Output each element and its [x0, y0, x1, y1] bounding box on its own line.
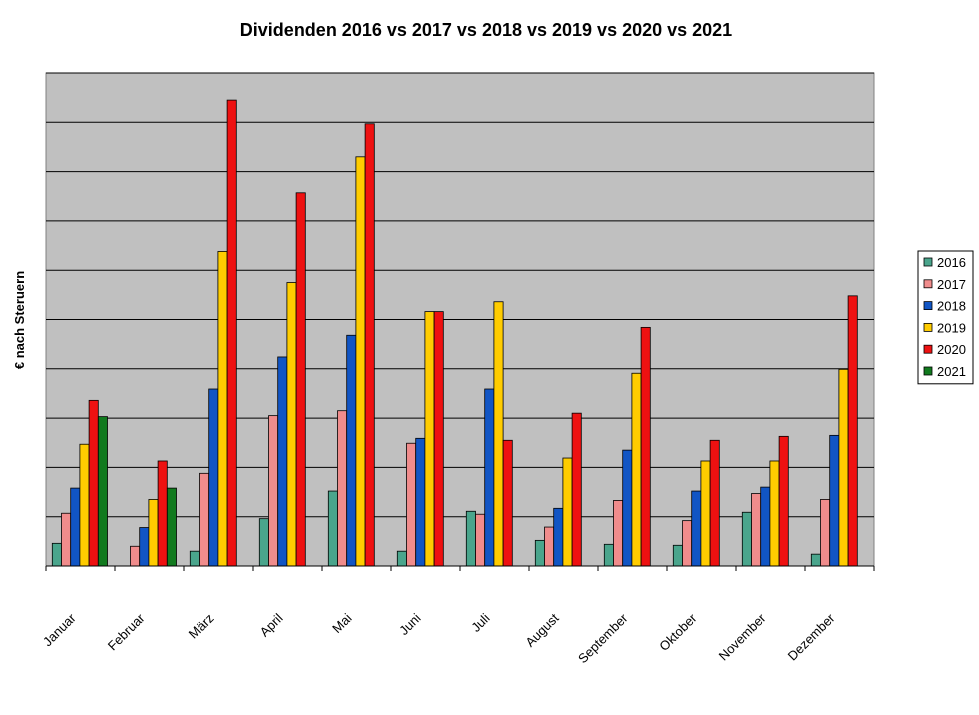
legend-box [917, 250, 974, 385]
legend-label: 2016 [937, 255, 966, 270]
bar-2018-februar [139, 527, 150, 567]
bar-2018-juli [484, 388, 495, 567]
bar-2018-mai [346, 334, 357, 567]
grid-lines [46, 72, 874, 518]
bar-2019-dezember [838, 368, 849, 567]
bar-2016-september [603, 543, 614, 567]
bar-2016-märz [189, 550, 200, 567]
chart-title: Dividenden 2016 vs 2017 vs 2018 vs 2019 … [240, 20, 732, 40]
legend-item-2018: 2018 [923, 299, 966, 314]
bar-2018-april [277, 356, 288, 567]
bar-2019-mai [355, 156, 366, 567]
legend-swatch [923, 257, 933, 267]
x-tick-label: März [186, 611, 217, 642]
bar-2017-mai [337, 410, 348, 567]
bar-2020-november [778, 435, 789, 567]
bar-2018-märz [208, 388, 219, 567]
bar-2019-märz [217, 251, 228, 567]
legend-swatch [923, 366, 933, 376]
bars [51, 99, 858, 567]
legend-label: 2020 [937, 342, 966, 357]
bar-2019-september [631, 372, 642, 567]
bar-2019-januar [79, 443, 90, 567]
x-tick-label: November [716, 610, 769, 663]
bar-2016-oktober [672, 544, 683, 567]
bar-2020-märz [226, 99, 237, 567]
x-tick-label: Juni [396, 610, 424, 638]
x-tick-label: September [575, 610, 631, 666]
bar-2017-april [268, 415, 279, 567]
bar-2019-november [769, 460, 780, 567]
bar-2018-dezember [829, 434, 840, 567]
bar-2019-februar [148, 499, 159, 567]
bar-2016-mai [327, 490, 338, 567]
bar-2016-juni [396, 550, 407, 567]
bar-2020-oktober [709, 439, 720, 567]
bar-2020-februar [157, 460, 168, 567]
legend-swatch [923, 322, 933, 332]
legend-item-2016: 2016 [923, 255, 966, 270]
bar-2020-august [571, 412, 582, 567]
legend-label: 2019 [937, 320, 966, 335]
legend: 2016 2017 2018 2019 2020 2021 [917, 250, 974, 385]
bar-2020-dezember [847, 295, 858, 567]
bar-2017-september [613, 500, 624, 567]
x-tick-label: Februar [105, 610, 148, 653]
legend-item-2021: 2021 [923, 364, 966, 379]
bar-2020-juli [502, 439, 513, 567]
legend-label: 2017 [937, 277, 966, 292]
bar-2020-mai [364, 123, 375, 567]
x-tick-label: Mai [329, 610, 354, 635]
legend-swatch [923, 344, 933, 354]
bar-2017-juni [406, 442, 417, 567]
bar-2016-november [741, 511, 752, 567]
bar-2020-april [295, 192, 306, 567]
bar-2021-januar [97, 416, 108, 567]
bar-2017-oktober [682, 520, 693, 567]
y-axis-label: € nach Steruern [12, 271, 27, 369]
bar-2016-august [534, 539, 545, 567]
bar-2018-januar [70, 487, 81, 567]
x-tick-label: Januar [40, 610, 79, 649]
bar-2019-april [286, 282, 297, 567]
bar-2017-märz [199, 472, 210, 567]
bar-2016-april [258, 518, 269, 567]
bar-2017-juli [475, 513, 486, 567]
bar-2018-august [553, 507, 564, 567]
x-axis: Januar Februar März April Mai Juni Juli August S… [40, 565, 875, 666]
x-tick-label: Juli [468, 610, 492, 634]
bar-2020-juni [433, 311, 444, 567]
bar-2021-februar [166, 487, 177, 567]
legend-item-2017: 2017 [923, 277, 966, 292]
bar-2020-september [640, 326, 651, 567]
bar-2018-juni [415, 437, 426, 567]
bar-2019-juni [424, 311, 435, 567]
bar-2017-dezember [820, 499, 831, 567]
bar-2017-november [751, 493, 762, 567]
x-tick-label: April [257, 610, 286, 639]
bar-2019-august [562, 457, 573, 567]
legend-label: 2018 [937, 299, 966, 314]
bar-2017-januar [61, 512, 72, 567]
bar-2019-juli [493, 301, 504, 567]
x-tick-label: Dezember [785, 610, 838, 663]
legend-item-2020: 2020 [923, 342, 966, 357]
bar-2020-januar [88, 399, 99, 567]
bar-2016-januar [51, 542, 62, 567]
legend-label: 2021 [937, 364, 966, 379]
legend-swatch [923, 301, 933, 311]
bar-2016-dezember [810, 553, 821, 567]
legend-item-2019: 2019 [923, 320, 966, 335]
bar-2018-november [760, 486, 771, 567]
x-tick-label: August [522, 610, 561, 649]
bar-2018-oktober [691, 490, 702, 567]
bar-2017-august [544, 526, 555, 567]
bar-2018-september [622, 449, 633, 567]
bar-2016-juli [465, 510, 476, 567]
x-tick-label: Oktober [656, 610, 700, 654]
bar-2017-februar [130, 545, 141, 567]
bar-2019-oktober [700, 460, 711, 567]
legend-swatch [923, 279, 933, 289]
